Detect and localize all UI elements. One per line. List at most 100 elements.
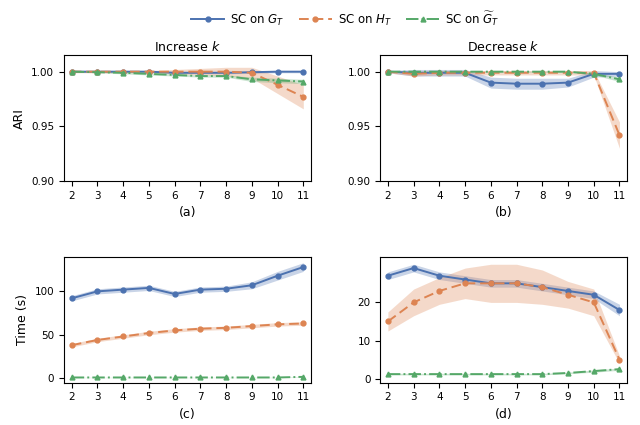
SC on $H_T$	[436, 289, 444, 294]
SC on $G_T$	[410, 70, 417, 75]
Line: SC on $G_T$: SC on $G_T$	[385, 266, 622, 312]
SC on $H_T$	[222, 69, 230, 74]
SC on $\widetilde{G}_T$	[513, 69, 520, 74]
SC on $\widetilde{G}_T$	[248, 77, 255, 82]
X-axis label: (b): (b)	[495, 207, 513, 219]
SC on $H_T$	[145, 69, 153, 74]
SC on $\widetilde{G}_T$	[68, 69, 76, 74]
SC on $H_T$	[248, 70, 255, 75]
SC on $\widetilde{G}_T$	[171, 375, 179, 380]
SC on $H_T$	[564, 292, 572, 298]
SC on $G_T$	[93, 69, 101, 74]
SC on $H_T$	[171, 69, 179, 74]
SC on $\widetilde{G}_T$	[410, 371, 417, 377]
SC on $H_T$	[222, 325, 230, 330]
SC on $H_T$	[145, 331, 153, 336]
Y-axis label: ARI: ARI	[13, 108, 26, 129]
SC on $\widetilde{G}_T$	[564, 371, 572, 376]
SC on $G_T$	[145, 285, 153, 290]
SC on $\widetilde{G}_T$	[616, 367, 623, 372]
SC on $H_T$	[564, 70, 572, 75]
SC on $H_T$	[68, 69, 76, 74]
SC on $\widetilde{G}_T$	[196, 74, 204, 79]
SC on $G_T$	[564, 289, 572, 294]
SC on $H_T$	[513, 70, 520, 75]
SC on $H_T$	[616, 133, 623, 138]
SC on $\widetilde{G}_T$	[461, 371, 469, 377]
SC on $\widetilde{G}_T$	[384, 371, 392, 377]
SC on $G_T$	[564, 80, 572, 85]
SC on $\widetilde{G}_T$	[513, 371, 520, 377]
SC on $\widetilde{G}_T$	[145, 71, 153, 76]
SC on $\widetilde{G}_T$	[171, 72, 179, 77]
SC on $\widetilde{G}_T$	[616, 77, 623, 82]
SC on $\widetilde{G}_T$	[119, 375, 127, 380]
SC on $\widetilde{G}_T$	[145, 375, 153, 380]
SC on $G_T$	[145, 69, 153, 74]
SC on $G_T$	[538, 81, 546, 86]
SC on $H_T$	[487, 281, 495, 286]
SC on $\widetilde{G}_T$	[384, 69, 392, 74]
SC on $H_T$	[436, 70, 444, 75]
SC on $G_T$	[68, 69, 76, 74]
SC on $G_T$	[68, 296, 76, 301]
SC on $\widetilde{G}_T$	[68, 375, 76, 380]
SC on $G_T$	[384, 69, 392, 74]
SC on $G_T$	[461, 70, 469, 75]
SC on $H_T$	[196, 69, 204, 74]
SC on $\widetilde{G}_T$	[222, 375, 230, 380]
SC on $G_T$	[538, 285, 546, 290]
SC on $H_T$	[119, 334, 127, 339]
SC on $H_T$	[119, 69, 127, 74]
SC on $\widetilde{G}_T$	[436, 371, 444, 377]
SC on $\widetilde{G}_T$	[487, 371, 495, 377]
SC on $\widetilde{G}_T$	[93, 375, 101, 380]
SC on $\widetilde{G}_T$	[196, 375, 204, 380]
SC on $G_T$	[616, 307, 623, 312]
SC on $\widetilde{G}_T$	[590, 368, 598, 374]
Line: SC on $\widetilde{G}_T$: SC on $\widetilde{G}_T$	[69, 69, 306, 84]
SC on $G_T$	[171, 292, 179, 297]
SC on $G_T$	[436, 70, 444, 75]
Line: SC on $H_T$: SC on $H_T$	[69, 69, 306, 99]
SC on $G_T$	[384, 273, 392, 278]
SC on $G_T$	[196, 287, 204, 292]
Title: Decrease $k$: Decrease $k$	[467, 40, 540, 54]
SC on $G_T$	[300, 264, 307, 269]
SC on $G_T$	[274, 273, 282, 278]
SC on $G_T$	[274, 69, 282, 74]
SC on $\widetilde{G}_T$	[564, 69, 572, 74]
SC on $H_T$	[461, 70, 469, 75]
Line: SC on $G_T$: SC on $G_T$	[385, 69, 622, 86]
Line: SC on $\widetilde{G}_T$: SC on $\widetilde{G}_T$	[385, 69, 622, 82]
SC on $G_T$	[119, 69, 127, 74]
SC on $G_T$	[93, 289, 101, 294]
SC on $H_T$	[616, 357, 623, 362]
SC on $H_T$	[196, 326, 204, 331]
SC on $G_T$	[222, 70, 230, 75]
SC on $H_T$	[248, 323, 255, 329]
X-axis label: (a): (a)	[179, 207, 196, 219]
SC on $G_T$	[248, 283, 255, 288]
SC on $G_T$	[487, 281, 495, 286]
Line: SC on $H_T$: SC on $H_T$	[69, 321, 306, 348]
SC on $\widetilde{G}_T$	[590, 71, 598, 76]
Line: SC on $G_T$: SC on $G_T$	[69, 69, 306, 75]
SC on $G_T$	[222, 286, 230, 291]
SC on $H_T$	[274, 82, 282, 88]
SC on $\widetilde{G}_T$	[119, 70, 127, 75]
SC on $G_T$	[300, 69, 307, 74]
SC on $\widetilde{G}_T$	[300, 79, 307, 84]
SC on $H_T$	[461, 281, 469, 286]
SC on $G_T$	[590, 292, 598, 298]
SC on $\widetilde{G}_T$	[222, 74, 230, 79]
SC on $G_T$	[196, 70, 204, 75]
X-axis label: (c): (c)	[179, 408, 196, 421]
SC on $G_T$	[410, 266, 417, 271]
SC on $H_T$	[538, 70, 546, 75]
SC on $\widetilde{G}_T$	[248, 375, 255, 380]
SC on $G_T$	[616, 71, 623, 76]
SC on $H_T$	[513, 281, 520, 286]
SC on $G_T$	[513, 81, 520, 86]
SC on $H_T$	[384, 319, 392, 324]
